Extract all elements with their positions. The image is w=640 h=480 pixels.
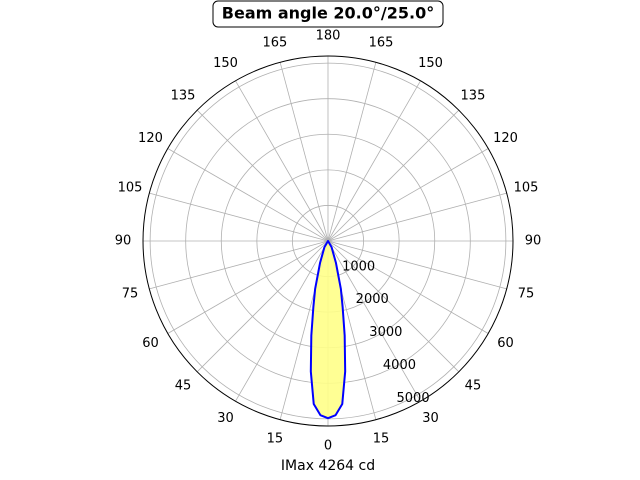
theta-tick-label: 75 — [518, 287, 535, 302]
x-axis-label: IMax 4264 cd — [281, 458, 375, 474]
theta-tick-label: 165 — [369, 35, 394, 50]
grid-line — [167, 240, 329, 334]
grid-line — [327, 109, 460, 242]
r-tick-label: 3000 — [369, 325, 402, 340]
grid-line — [235, 240, 329, 402]
theta-tick-label: 120 — [138, 131, 163, 146]
grid-line — [196, 240, 329, 373]
grid-line — [167, 148, 329, 242]
outer-circle — [142, 55, 514, 427]
theta-tick-label: 135 — [171, 89, 196, 104]
grid-line — [327, 240, 460, 373]
grid-line — [327, 80, 421, 242]
grid-line — [327, 192, 507, 242]
r-tick-label: 1000 — [342, 259, 375, 274]
theta-tick-label: 150 — [213, 56, 238, 71]
grid-line — [196, 109, 329, 242]
theta-tick-label: 120 — [493, 131, 518, 146]
grid-line — [235, 80, 329, 242]
theta-tick-label: 45 — [175, 378, 192, 393]
theta-tick-label: 60 — [142, 336, 159, 351]
grid-line — [149, 192, 329, 242]
theta-tick-label: 90 — [525, 234, 542, 249]
theta-tick-label: 30 — [422, 411, 439, 426]
chart-title: Beam angle 20.0°/25.0° — [222, 4, 434, 23]
grid-line — [279, 62, 329, 242]
r-tick-label: 2000 — [356, 292, 389, 307]
theta-tick-label: 135 — [461, 89, 486, 104]
theta-tick-label: 165 — [263, 35, 288, 50]
theta-tick-label: 15 — [373, 432, 390, 447]
r-tick-label: 5000 — [397, 391, 430, 406]
grid-line — [327, 240, 489, 334]
theta-tick-label: 150 — [418, 56, 443, 71]
theta-tick-label: 45 — [465, 378, 482, 393]
grid-line — [327, 148, 489, 242]
r-tick-label: 4000 — [383, 358, 416, 373]
grid-line — [327, 240, 421, 402]
theta-tick-label: 105 — [118, 180, 143, 195]
theta-tick-label: 90 — [115, 234, 132, 249]
theta-tick-label: 105 — [514, 180, 539, 195]
grid-line — [327, 62, 377, 242]
grid-line — [327, 240, 507, 290]
theta-tick-label: 75 — [122, 287, 139, 302]
theta-tick-label: 15 — [267, 432, 284, 447]
theta-tick-label: 180 — [316, 29, 341, 44]
theta-tick-label: 30 — [217, 411, 234, 426]
theta-tick-label: 60 — [497, 336, 514, 351]
theta-tick-label: 0 — [324, 439, 332, 454]
title-box — [212, 0, 444, 28]
beam-curve — [309, 240, 347, 420]
grid-line — [149, 240, 329, 290]
